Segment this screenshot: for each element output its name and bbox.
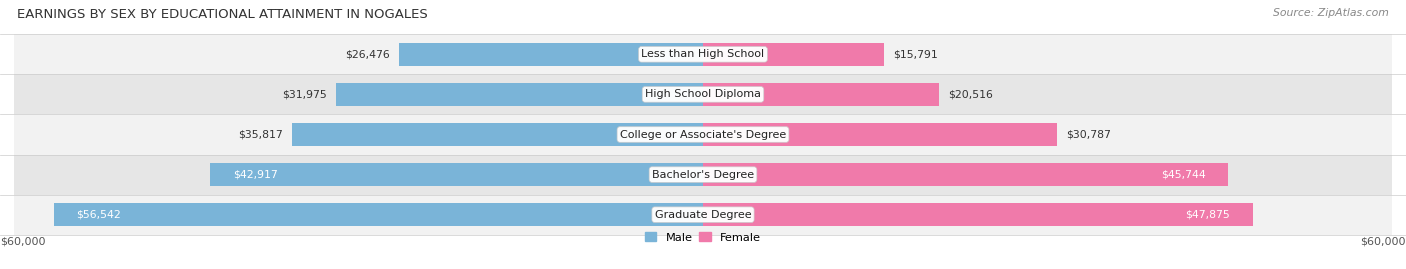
Bar <box>14 114 1392 155</box>
Text: Bachelor's Degree: Bachelor's Degree <box>652 169 754 180</box>
Legend: Male, Female: Male, Female <box>641 228 765 247</box>
Text: $60,000: $60,000 <box>1361 237 1406 247</box>
Text: High School Diploma: High School Diploma <box>645 89 761 100</box>
Bar <box>291 123 703 146</box>
Bar <box>399 43 703 66</box>
Text: $15,791: $15,791 <box>894 49 938 59</box>
Bar <box>703 43 884 66</box>
Text: $45,744: $45,744 <box>1161 169 1205 180</box>
Bar <box>209 163 703 186</box>
Bar <box>14 155 1392 195</box>
Text: $26,476: $26,476 <box>344 49 389 59</box>
Text: $47,875: $47,875 <box>1185 210 1230 220</box>
Bar <box>703 163 1229 186</box>
Text: $42,917: $42,917 <box>233 169 278 180</box>
Text: $30,787: $30,787 <box>1066 129 1111 140</box>
Text: $35,817: $35,817 <box>238 129 283 140</box>
Bar <box>336 83 703 106</box>
Bar <box>14 74 1392 114</box>
Text: $20,516: $20,516 <box>948 89 993 100</box>
Text: $56,542: $56,542 <box>76 210 121 220</box>
Text: Source: ZipAtlas.com: Source: ZipAtlas.com <box>1274 8 1389 18</box>
Text: EARNINGS BY SEX BY EDUCATIONAL ATTAINMENT IN NOGALES: EARNINGS BY SEX BY EDUCATIONAL ATTAINMEN… <box>17 8 427 21</box>
Text: Graduate Degree: Graduate Degree <box>655 210 751 220</box>
Bar <box>703 203 1253 226</box>
Text: College or Associate's Degree: College or Associate's Degree <box>620 129 786 140</box>
Bar <box>703 123 1057 146</box>
Text: Less than High School: Less than High School <box>641 49 765 59</box>
Bar <box>14 34 1392 74</box>
Bar <box>703 83 939 106</box>
Bar <box>14 195 1392 235</box>
Bar <box>53 203 703 226</box>
Text: $60,000: $60,000 <box>0 237 45 247</box>
Text: $31,975: $31,975 <box>281 89 326 100</box>
